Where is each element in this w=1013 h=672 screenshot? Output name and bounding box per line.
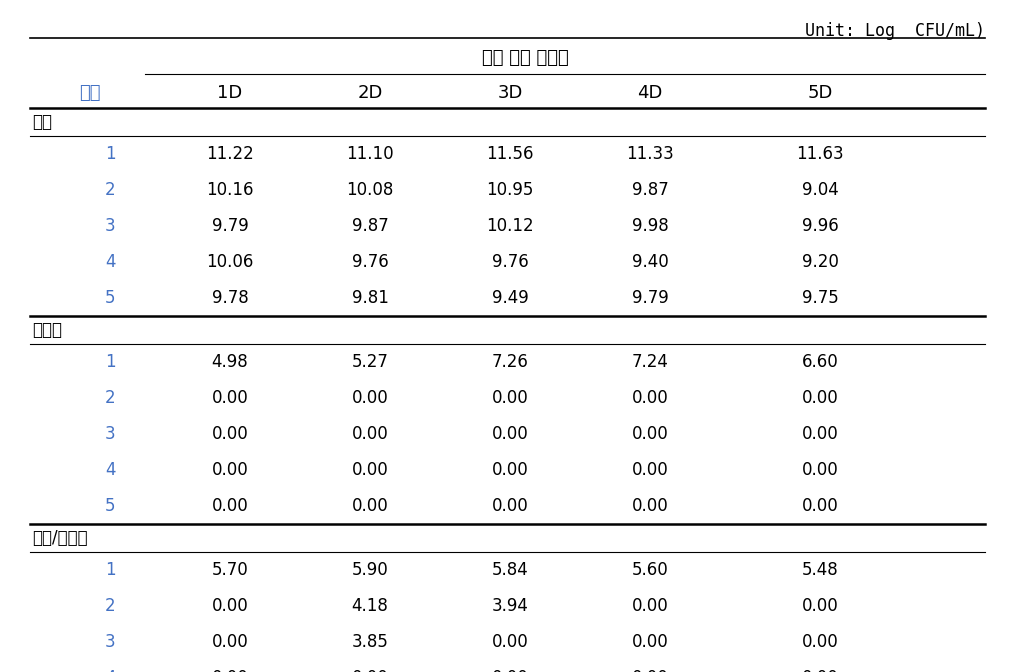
Text: 0.00: 0.00 xyxy=(212,597,248,615)
Text: 9.79: 9.79 xyxy=(632,289,669,307)
Text: 3: 3 xyxy=(104,425,115,443)
Text: 0.00: 0.00 xyxy=(632,497,669,515)
Text: 3D: 3D xyxy=(497,84,523,102)
Text: 11.56: 11.56 xyxy=(486,145,534,163)
Text: 9.79: 9.79 xyxy=(212,217,248,235)
Text: 5D: 5D xyxy=(807,84,833,102)
Text: 0.00: 0.00 xyxy=(801,461,839,479)
Text: 0.00: 0.00 xyxy=(801,497,839,515)
Text: 0.00: 0.00 xyxy=(491,389,529,407)
Text: 1: 1 xyxy=(104,353,115,371)
Text: 유산균: 유산균 xyxy=(32,321,62,339)
Text: 9.75: 9.75 xyxy=(801,289,839,307)
Text: 3.94: 3.94 xyxy=(491,597,529,615)
Text: 0.00: 0.00 xyxy=(491,633,529,651)
Text: 9.78: 9.78 xyxy=(212,289,248,307)
Text: 3: 3 xyxy=(104,217,115,235)
Text: 9.04: 9.04 xyxy=(801,181,839,199)
Text: 9.98: 9.98 xyxy=(632,217,669,235)
Text: 5.48: 5.48 xyxy=(801,561,839,579)
Text: 5: 5 xyxy=(104,497,115,515)
Text: 0.00: 0.00 xyxy=(632,461,669,479)
Text: 9.40: 9.40 xyxy=(632,253,669,271)
Text: 0.00: 0.00 xyxy=(212,461,248,479)
Text: 0.00: 0.00 xyxy=(491,461,529,479)
Text: 0.00: 0.00 xyxy=(491,425,529,443)
Text: 4.98: 4.98 xyxy=(212,353,248,371)
Text: 7.26: 7.26 xyxy=(491,353,529,371)
Text: 0.00: 0.00 xyxy=(632,389,669,407)
Text: 0.00: 0.00 xyxy=(801,389,839,407)
Text: 5.70: 5.70 xyxy=(212,561,248,579)
Text: 10.16: 10.16 xyxy=(207,181,253,199)
Text: 10.08: 10.08 xyxy=(346,181,394,199)
Text: 0.00: 0.00 xyxy=(632,633,669,651)
Text: 1: 1 xyxy=(104,145,115,163)
Text: 10.12: 10.12 xyxy=(486,217,534,235)
Text: 0.00: 0.00 xyxy=(632,425,669,443)
Text: 11.63: 11.63 xyxy=(796,145,844,163)
Text: 0.00: 0.00 xyxy=(801,669,839,672)
Text: 0.00: 0.00 xyxy=(352,497,388,515)
Text: 기간: 기간 xyxy=(79,84,100,102)
Text: 9.96: 9.96 xyxy=(801,217,839,235)
Text: 2: 2 xyxy=(104,597,115,615)
Text: 5.27: 5.27 xyxy=(352,353,388,371)
Text: 0.00: 0.00 xyxy=(632,597,669,615)
Text: 9.81: 9.81 xyxy=(352,289,388,307)
Text: 2: 2 xyxy=(104,389,115,407)
Text: 9.87: 9.87 xyxy=(352,217,388,235)
Text: 1: 1 xyxy=(104,561,115,579)
Text: 1D: 1D xyxy=(218,84,243,102)
Text: 0.00: 0.00 xyxy=(352,389,388,407)
Text: 9.76: 9.76 xyxy=(352,253,388,271)
Text: 0.00: 0.00 xyxy=(212,425,248,443)
Text: 6.60: 6.60 xyxy=(801,353,839,371)
Text: 3: 3 xyxy=(104,633,115,651)
Text: 0.00: 0.00 xyxy=(352,461,388,479)
Text: 11.10: 11.10 xyxy=(346,145,394,163)
Text: 0.00: 0.00 xyxy=(632,669,669,672)
Text: 9.87: 9.87 xyxy=(632,181,669,199)
Text: 0.00: 0.00 xyxy=(352,425,388,443)
Text: 순창 간장 처리구: 순창 간장 처리구 xyxy=(481,49,568,67)
Text: 4: 4 xyxy=(104,669,115,672)
Text: 10.95: 10.95 xyxy=(486,181,534,199)
Text: 11.33: 11.33 xyxy=(626,145,674,163)
Text: 0.00: 0.00 xyxy=(212,669,248,672)
Text: 5.60: 5.60 xyxy=(632,561,669,579)
Text: Unit: Log  CFU/mL): Unit: Log CFU/mL) xyxy=(805,22,985,40)
Text: 7.24: 7.24 xyxy=(631,353,669,371)
Text: 9.76: 9.76 xyxy=(491,253,529,271)
Text: 4: 4 xyxy=(104,253,115,271)
Text: 9.49: 9.49 xyxy=(491,289,529,307)
Text: 0.00: 0.00 xyxy=(491,669,529,672)
Text: 4.18: 4.18 xyxy=(352,597,388,615)
Text: 0.00: 0.00 xyxy=(491,497,529,515)
Text: 0.00: 0.00 xyxy=(212,633,248,651)
Text: 2: 2 xyxy=(104,181,115,199)
Text: 4: 4 xyxy=(104,461,115,479)
Text: 0.00: 0.00 xyxy=(212,497,248,515)
Text: 9.20: 9.20 xyxy=(801,253,839,271)
Text: 0.00: 0.00 xyxy=(352,669,388,672)
Text: 3.85: 3.85 xyxy=(352,633,388,651)
Text: 0.00: 0.00 xyxy=(212,389,248,407)
Text: 0.00: 0.00 xyxy=(801,633,839,651)
Text: 효모/곰팡이: 효모/곰팡이 xyxy=(32,529,88,547)
Text: 0.00: 0.00 xyxy=(801,425,839,443)
Text: 5.90: 5.90 xyxy=(352,561,388,579)
Text: 4D: 4D xyxy=(637,84,663,102)
Text: 총균: 총균 xyxy=(32,113,52,131)
Text: 2D: 2D xyxy=(358,84,383,102)
Text: 11.22: 11.22 xyxy=(206,145,254,163)
Text: 10.06: 10.06 xyxy=(207,253,253,271)
Text: 0.00: 0.00 xyxy=(801,597,839,615)
Text: 5: 5 xyxy=(104,289,115,307)
Text: 5.84: 5.84 xyxy=(491,561,529,579)
